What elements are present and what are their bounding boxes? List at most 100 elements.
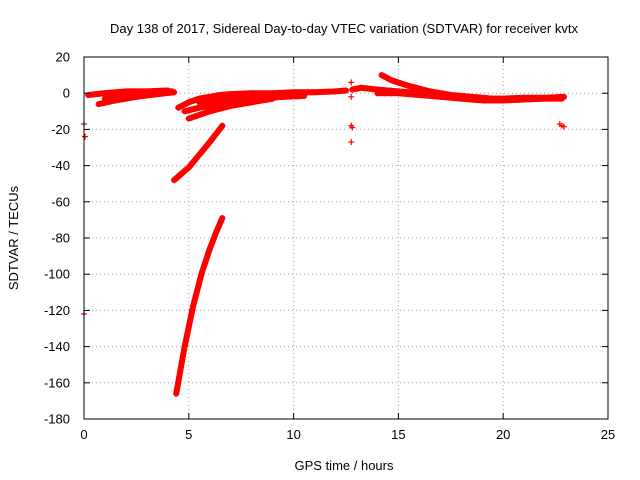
y-tick-label: -80	[51, 231, 70, 246]
data-marker	[180, 168, 187, 175]
data-marker	[219, 122, 226, 129]
data-marker	[185, 164, 192, 171]
data-marker	[318, 88, 325, 95]
data-marker	[560, 123, 567, 130]
data-track	[171, 122, 226, 184]
data-marker	[348, 139, 355, 146]
data-marker	[266, 92, 273, 99]
data-marker	[493, 97, 500, 104]
y-tick-label: 20	[56, 50, 70, 65]
data-marker	[354, 85, 361, 92]
track-line	[374, 90, 565, 104]
data-marker	[287, 91, 294, 98]
data-marker	[196, 99, 203, 106]
data-marker	[176, 172, 183, 179]
data-marker	[231, 94, 238, 101]
data-marker	[187, 317, 194, 324]
data-marker	[535, 95, 542, 102]
data-marker	[192, 113, 199, 120]
data-marker	[129, 91, 136, 98]
data-marker	[198, 271, 205, 278]
y-tick-label: 0	[63, 86, 70, 101]
data-marker	[419, 86, 426, 93]
x-tick-label: 20	[496, 427, 510, 442]
data-marker	[201, 262, 208, 269]
y-tick-label: -60	[51, 194, 70, 209]
data-marker	[472, 96, 479, 103]
data-marker	[437, 93, 444, 100]
data-marker	[348, 93, 355, 100]
data-marker	[343, 87, 349, 94]
data-marker	[203, 143, 210, 150]
y-tick-label: -20	[51, 122, 70, 137]
data-marker	[430, 93, 437, 100]
data-points	[81, 72, 567, 397]
data-marker	[374, 90, 381, 97]
data-marker	[395, 90, 402, 97]
data-marker	[234, 101, 241, 108]
data-marker	[82, 133, 89, 140]
data-marker	[101, 90, 108, 97]
data-marker	[385, 75, 392, 82]
data-marker	[423, 92, 430, 99]
data-marker	[479, 97, 486, 104]
data-marker	[227, 102, 234, 109]
data-marker	[219, 215, 226, 222]
data-marker	[189, 114, 196, 121]
data-marker	[101, 95, 108, 102]
x-tick-label: 15	[391, 427, 405, 442]
data-marker	[458, 95, 465, 102]
data-marker	[203, 103, 210, 110]
data-marker	[169, 88, 176, 95]
data-marker	[514, 96, 521, 103]
data-marker	[208, 240, 215, 247]
data-marker	[173, 390, 180, 397]
data-marker	[280, 92, 287, 99]
y-axis-label: SDTVAR / TECUs	[6, 185, 21, 290]
data-marker	[185, 115, 192, 122]
data-marker	[215, 224, 222, 231]
data-marker	[108, 94, 115, 101]
data-marker	[521, 96, 528, 103]
x-tick-label: 10	[286, 427, 300, 442]
data-marker	[368, 85, 375, 92]
x-tick-label: 5	[185, 427, 192, 442]
data-marker	[412, 84, 419, 91]
data-marker	[143, 89, 150, 96]
data-marker	[136, 90, 143, 97]
data-marker	[122, 92, 129, 99]
track-line	[196, 91, 308, 106]
data-marker	[388, 90, 395, 97]
data-marker	[189, 303, 196, 310]
data-marker	[325, 88, 332, 95]
data-marker	[217, 219, 224, 226]
data-marker	[210, 102, 217, 109]
axis-ticks: 0 5 10 15 20 25 20 0 -20 -40 -60 -80 -100 -120 -140 -16…	[44, 50, 615, 443]
data-marker	[185, 99, 192, 106]
data-marker	[238, 93, 245, 100]
data-marker	[199, 147, 206, 154]
data-marker	[349, 86, 356, 93]
data-marker	[542, 95, 549, 102]
data-marker	[215, 128, 222, 135]
data-track	[196, 91, 308, 106]
y-tick-label: -40	[51, 158, 70, 173]
data-marker	[210, 96, 217, 103]
data-track	[374, 90, 565, 104]
data-marker	[203, 98, 210, 105]
data-marker	[444, 94, 451, 101]
data-marker	[507, 97, 514, 104]
data-marker	[184, 330, 191, 337]
data-marker	[389, 77, 396, 84]
data-marker	[273, 92, 280, 99]
data-marker	[210, 235, 217, 241]
data-marker	[245, 93, 252, 100]
data-marker	[206, 139, 213, 146]
data-marker	[311, 89, 318, 96]
data-marker	[210, 133, 217, 140]
grid-lines	[84, 57, 608, 419]
data-marker	[196, 151, 203, 158]
data-marker	[348, 79, 355, 86]
y-tick-label: -140	[44, 339, 70, 354]
